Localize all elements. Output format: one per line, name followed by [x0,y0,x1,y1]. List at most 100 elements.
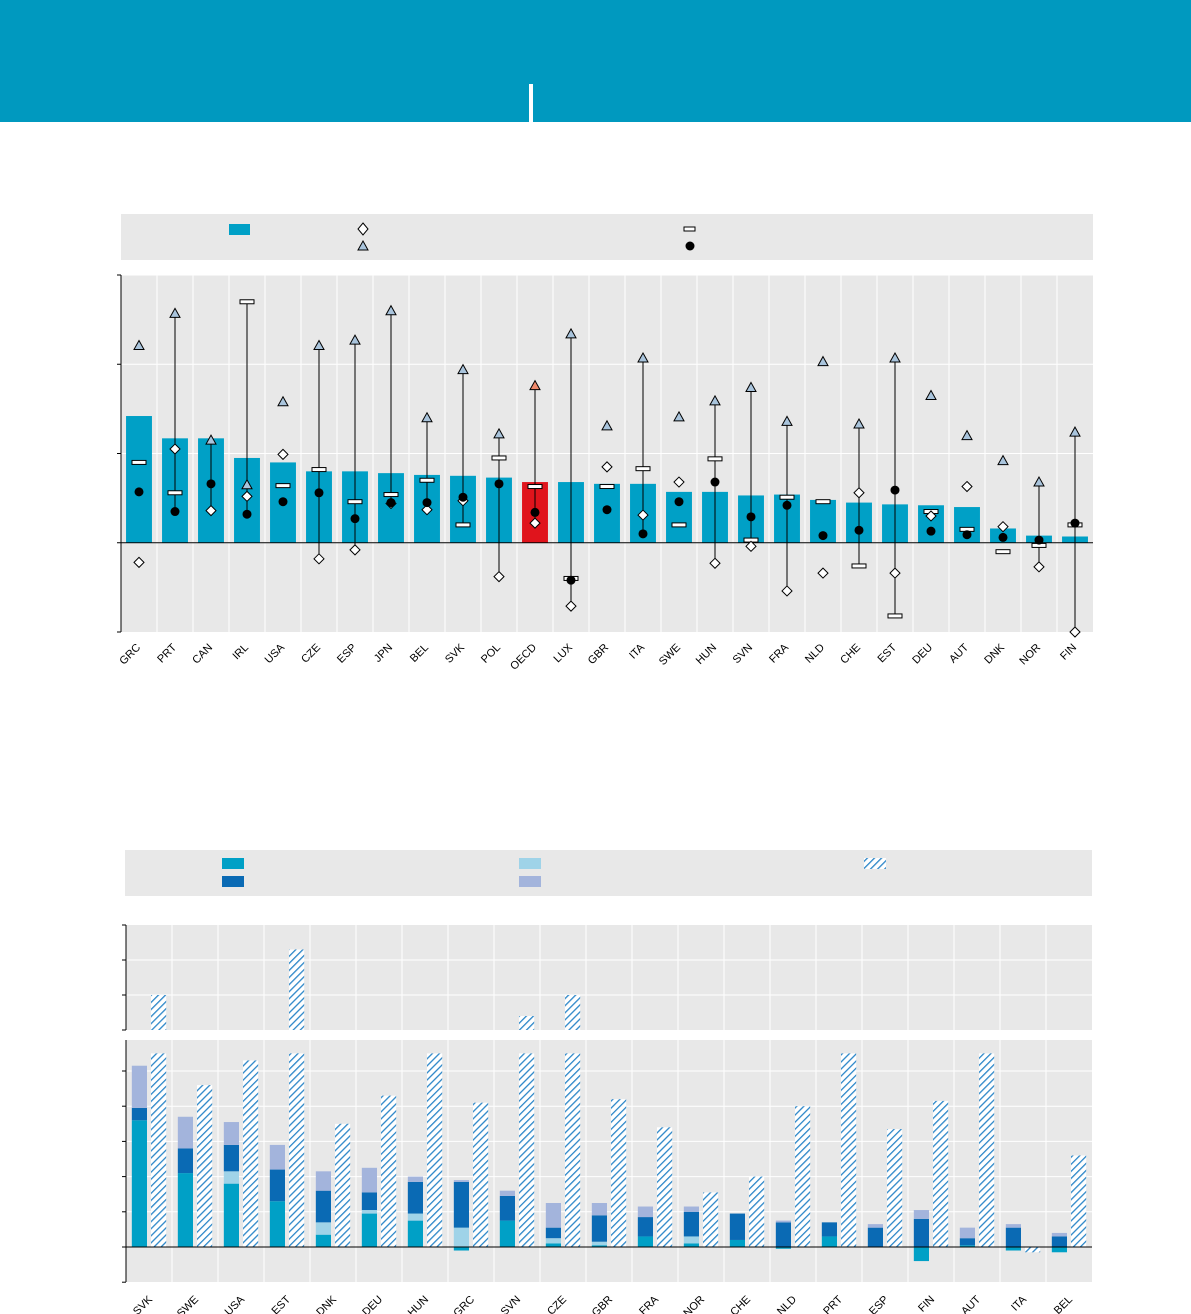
dot-marker [710,477,720,487]
stack-segment [315,1222,331,1235]
triangle-marker [169,307,181,318]
dot-marker [458,492,468,502]
triangle-marker [457,363,469,375]
x-tick-label: CZE [299,642,323,666]
diamond-marker [205,504,217,517]
legend-1-dot-symbol [685,241,695,251]
stack-segment [683,1211,699,1237]
dash-marker [275,483,291,489]
triangle-marker [925,389,937,400]
hatched-bar [749,1176,765,1247]
dash-marker [131,459,147,465]
stack-segment [315,1171,331,1191]
dot-marker [782,500,792,510]
hatched-bar [565,1053,581,1247]
x-tick-label: OECD [508,642,539,673]
stack-segment [315,1234,331,1247]
triangle-marker [781,415,793,426]
stack-segment [407,1220,423,1247]
stack-segment [637,1217,653,1237]
legend-1-dash-symbol [683,226,696,232]
stack-segment [637,1236,653,1247]
legend-2-swatch-4 [519,876,541,887]
dash-marker [455,522,471,528]
stack-segment [1005,1227,1021,1247]
x-tick-label: GBR [590,1294,615,1314]
x-tick-label: NLD [775,1294,799,1314]
plot-area-2-upper [126,925,1092,1030]
stack-segment [683,1243,699,1247]
x-tick-label: DEU [360,1294,385,1314]
triangle-marker [889,351,901,363]
diamond-marker [817,567,829,579]
hatched-bar [197,1085,213,1247]
dot-marker [422,498,432,508]
diamond-marker [781,585,793,597]
stack-segment [775,1220,791,1223]
x-tick-label: DNK [982,641,1007,666]
dash-marker [779,494,795,500]
dot-marker [818,531,828,541]
x-tick-label: ESP [867,1294,891,1314]
dot-marker [494,479,504,489]
hatched-bar [289,1053,305,1247]
x-tick-label: FIN [916,1294,937,1314]
triangle-marker [349,334,361,345]
x-tick-label: POL [479,642,503,666]
stack-segment [131,1107,147,1121]
stack-segment [407,1181,423,1214]
diamond-marker [673,476,685,488]
dash-marker [707,456,723,462]
dot-marker [890,485,900,495]
legend-panel-1 [121,214,1093,260]
x-tick-label: HUN [406,1294,431,1314]
stack-segment [867,1227,883,1247]
stack-segment [1005,1247,1021,1251]
x-tick-label: BEL [408,642,431,665]
triangle-marker [1069,426,1081,437]
dash-marker [527,484,543,490]
triangle-marker [961,429,973,441]
stack-segment [269,1201,285,1247]
stack-segment [269,1169,285,1202]
diamond-marker [1033,561,1045,573]
legend-2-swatch-hatch [864,858,886,869]
stack-segment [361,1192,377,1211]
stack-segment [591,1215,607,1242]
diamond-marker [601,461,613,473]
stack-segment [407,1213,423,1221]
triangle-marker [853,418,865,429]
dot-marker [278,497,288,507]
hatched-bar [703,1192,719,1247]
legend-panel-2 [125,850,1092,896]
dot-marker [314,488,324,498]
bar-GRC [126,416,152,543]
stack-segment [1051,1236,1067,1247]
stack-segment [177,1116,193,1149]
stack-segment [821,1236,837,1247]
hatched-bar [795,1106,811,1247]
dash-marker [347,499,363,505]
stack-segment [499,1190,515,1196]
hatched-bar [243,1060,259,1247]
stack-segment [223,1183,239,1247]
hatched-bar [473,1102,489,1247]
dash-marker [419,477,435,483]
stack-segment [591,1203,607,1216]
stack-segment [453,1180,469,1182]
stack-segment [1051,1247,1067,1253]
diamond-marker [709,557,721,569]
triangle-marker [205,434,217,445]
x-tick-label: AUT [947,641,971,665]
x-tick-label: CHE [728,1294,753,1314]
dash-marker [599,484,615,490]
dot-marker [386,498,396,508]
triangle-marker [385,304,397,316]
x-tick-label: GRC [117,642,143,668]
dash-marker [635,466,651,472]
diamond-marker [925,510,937,522]
stack-segment [453,1181,469,1228]
stack-segment [223,1122,239,1145]
stack-segment [729,1239,745,1247]
hatched-bar [1071,1155,1087,1247]
